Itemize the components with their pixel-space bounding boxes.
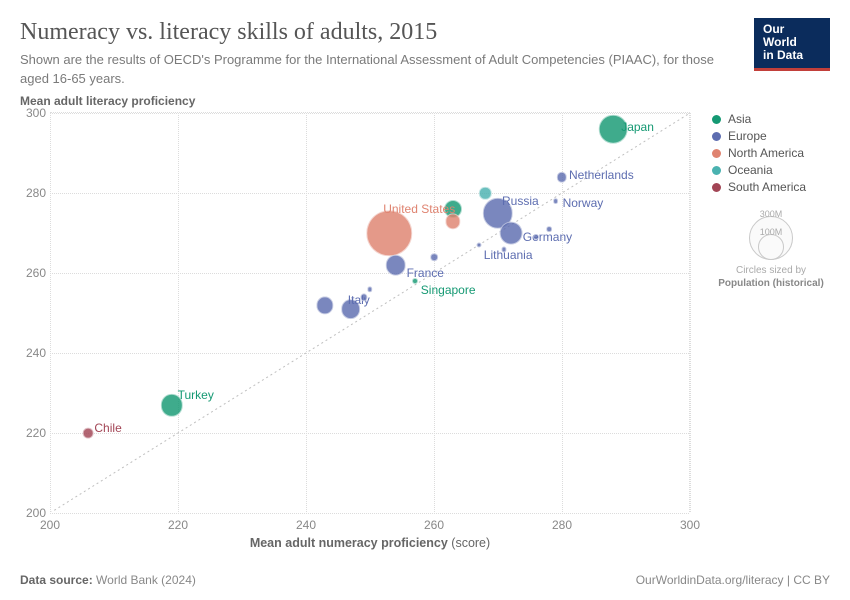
size-legend: 300M100MCircles sized byPopulation (hist… — [712, 214, 830, 290]
data-point[interactable] — [546, 227, 552, 233]
source-value: World Bank (2024) — [93, 573, 196, 587]
data-point-label: Lithuania — [484, 249, 533, 261]
source-label: Data source: — [20, 573, 93, 587]
data-point-label: Norway — [563, 197, 604, 209]
data-point-label: Singapore — [421, 284, 476, 296]
data-point-label: Germany — [523, 231, 572, 243]
grid-line-h — [50, 193, 689, 194]
x-tick: 300 — [680, 518, 700, 532]
size-legend-value: 300M — [760, 209, 783, 219]
legend-label: Europe — [728, 129, 767, 143]
data-point-label: United States — [383, 203, 455, 215]
grid-line-v — [178, 113, 179, 512]
grid-line-v — [434, 113, 435, 512]
x-tick: 240 — [296, 518, 316, 532]
credit: OurWorldinData.org/literacy | CC BY — [636, 573, 830, 587]
data-point[interactable] — [499, 222, 522, 245]
data-point[interactable] — [385, 255, 406, 276]
data-point[interactable] — [476, 243, 481, 248]
legend-label: Oceania — [728, 163, 773, 177]
grid-line-h — [50, 273, 689, 274]
x-tick: 220 — [168, 518, 188, 532]
y-tick: 260 — [20, 266, 46, 280]
x-axis-label-bold: Mean adult numeracy proficiency — [250, 536, 448, 550]
data-point[interactable] — [412, 279, 418, 285]
data-point-label: Chile — [94, 422, 121, 434]
x-tick: 200 — [40, 518, 60, 532]
legend-label: Asia — [728, 112, 751, 126]
data-point[interactable] — [430, 254, 438, 262]
data-point-label: Russia — [502, 195, 539, 207]
grid-line-v — [306, 113, 307, 512]
data-point-label: Turkey — [178, 389, 214, 401]
legend-item[interactable]: Asia — [712, 112, 830, 126]
y-tick: 220 — [20, 426, 46, 440]
data-point[interactable] — [367, 287, 372, 292]
legend: Asia Europe North America Oceania South Amer… — [712, 112, 830, 512]
grid-line-h — [50, 353, 689, 354]
legend-swatch — [712, 115, 721, 124]
x-axis-label-rest: (score) — [448, 536, 490, 550]
x-axis-label: Mean adult numeracy proficiency (score) — [250, 536, 490, 550]
y-axis-label: Mean adult literacy proficiency — [20, 94, 195, 108]
legend-label: South America — [728, 180, 806, 194]
data-point[interactable] — [83, 428, 94, 439]
legend-swatch — [712, 183, 721, 192]
y-tick: 200 — [20, 506, 46, 520]
legend-label: North America — [728, 146, 804, 160]
size-legend-value: 100M — [760, 227, 783, 237]
legend-item[interactable]: North America — [712, 146, 830, 160]
data-point[interactable] — [479, 187, 491, 199]
legend-item[interactable]: Oceania — [712, 163, 830, 177]
legend-swatch — [712, 149, 721, 158]
logo-line2: in Data — [763, 49, 821, 62]
data-point[interactable] — [366, 211, 411, 256]
data-point[interactable] — [317, 297, 334, 314]
size-legend-caption: Circles sized byPopulation (historical) — [712, 264, 830, 290]
legend-swatch — [712, 166, 721, 175]
scatter-plot[interactable]: 200220240260280300200220240260280300Japa… — [50, 112, 690, 512]
data-point-label: Japan — [621, 121, 654, 133]
y-tick: 280 — [20, 186, 46, 200]
size-legend-circle — [758, 234, 784, 260]
grid-line-v — [50, 113, 51, 512]
owid-logo: Our World in Data — [754, 18, 830, 71]
y-tick: 300 — [20, 106, 46, 120]
data-point[interactable] — [557, 172, 567, 182]
data-point[interactable] — [533, 235, 539, 241]
x-tick: 280 — [552, 518, 572, 532]
logo-line1: Our World — [763, 23, 821, 49]
grid-line-h — [50, 113, 689, 114]
data-point-label: France — [407, 267, 444, 279]
legend-item[interactable]: South America — [712, 180, 830, 194]
data-point[interactable] — [553, 199, 559, 205]
grid-line-h — [50, 433, 689, 434]
y-tick: 240 — [20, 346, 46, 360]
legend-swatch — [712, 132, 721, 141]
x-tick: 260 — [424, 518, 444, 532]
data-point[interactable] — [446, 214, 461, 229]
data-source: Data source: World Bank (2024) — [20, 573, 196, 587]
data-point-label: Netherlands — [569, 169, 634, 181]
subtitle: Shown are the results of OECD's Programm… — [20, 51, 744, 89]
legend-item[interactable]: Europe — [712, 129, 830, 143]
grid-line-h — [50, 513, 689, 514]
page-title: Numeracy vs. literacy skills of adults, … — [20, 18, 744, 47]
grid-line-v — [690, 113, 691, 512]
